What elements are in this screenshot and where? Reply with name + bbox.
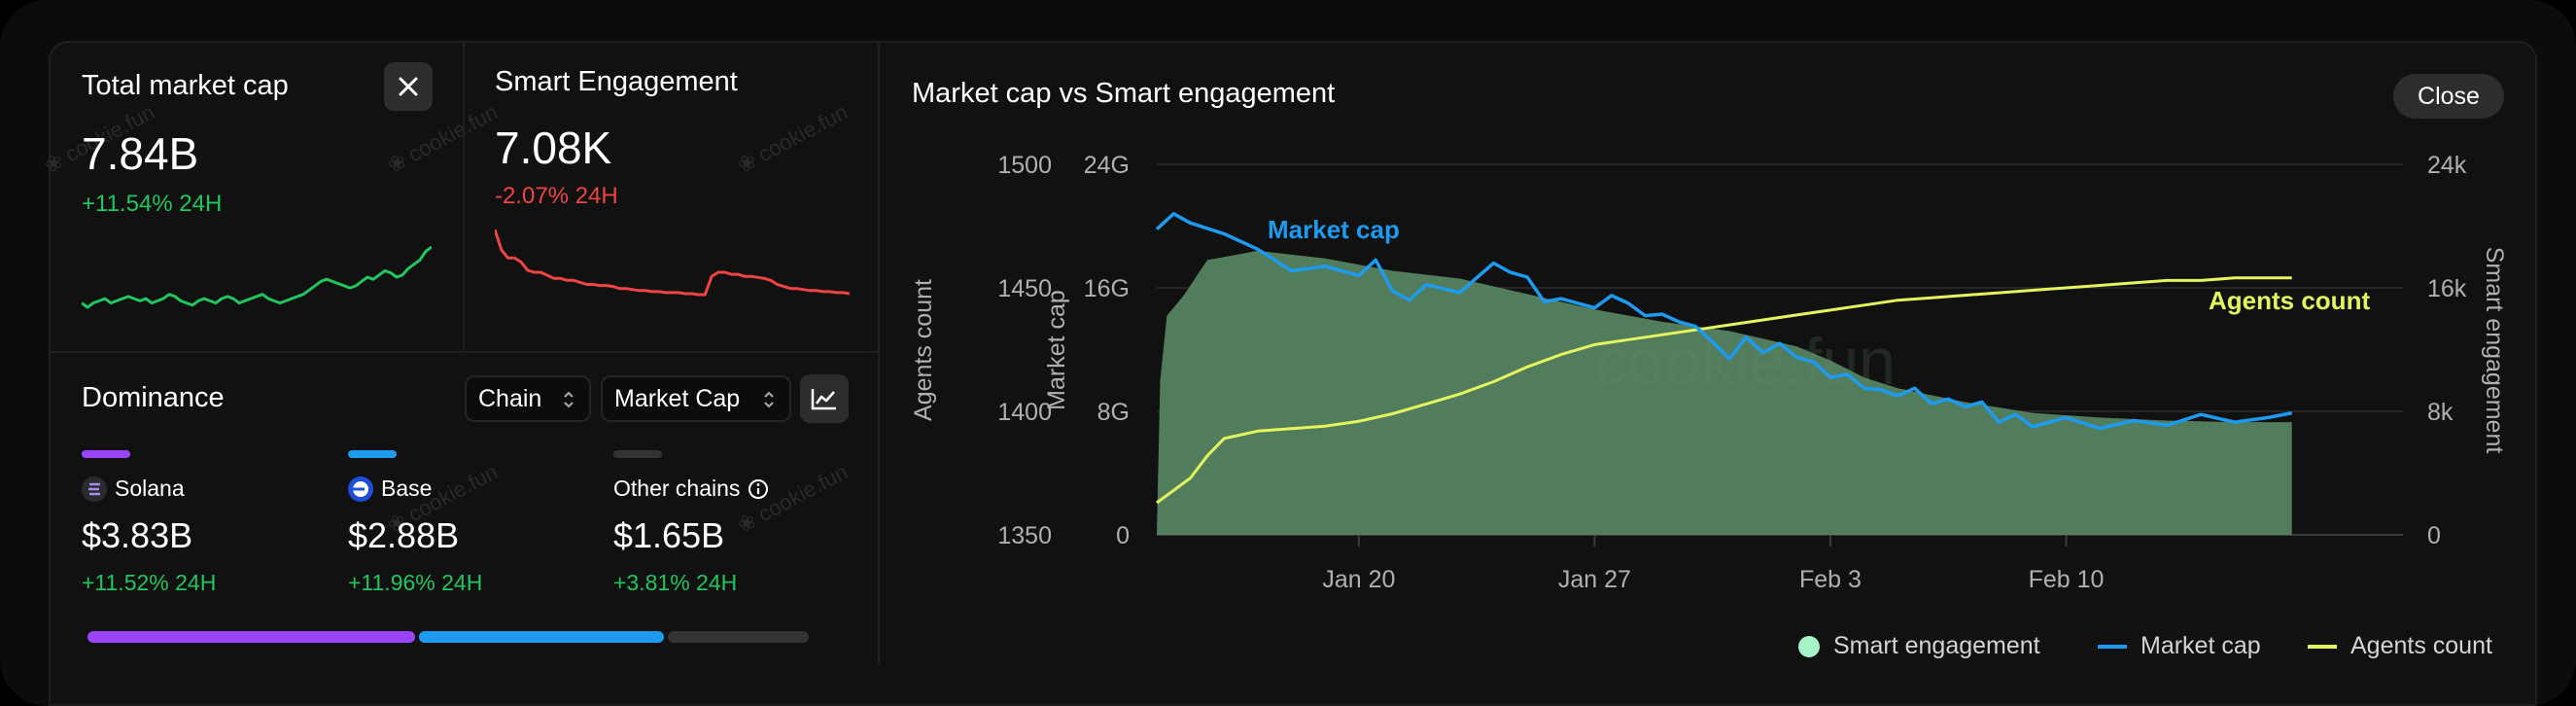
chain-other: Other chains (613, 476, 769, 502)
chevron-updown-icon (764, 391, 774, 408)
chain-color-bar (613, 450, 662, 458)
chevron-updown-icon (564, 391, 574, 408)
y-axis-title-engagement: Smart engagement (2481, 247, 2508, 454)
y-tick-engagement: 24k (2427, 152, 2467, 179)
chain-value: $2.88B (348, 515, 460, 555)
metric-select[interactable]: Market Cap (601, 375, 791, 422)
legend-line (2308, 644, 2337, 649)
chain-select[interactable]: Chain (465, 375, 591, 422)
chart-close-button[interactable]: Close (2393, 74, 2504, 119)
y-tick-engagement: 8k (2427, 399, 2454, 426)
chain-solana: Solana (82, 476, 185, 502)
legend-market-cap: Market cap (2098, 632, 2261, 660)
divider (51, 351, 879, 353)
legend-engagement: Smart engagement (1798, 632, 2040, 660)
y-tick-engagement: 0 (2427, 522, 2441, 549)
legend-agents: Agents count (2308, 632, 2492, 660)
chart-title: Market cap vs Smart engagement (912, 78, 1336, 109)
total-market-cap-value: 7.84B (82, 128, 199, 179)
y-tick-engagement: 16k (2427, 275, 2467, 302)
line-chart-icon (811, 389, 836, 410)
chain-name: Other chains (613, 476, 741, 501)
legend-line (2098, 644, 2127, 649)
solana-icon (82, 476, 107, 502)
x-tick-label: Jan 27 (1558, 566, 1631, 593)
legend-label: Market cap (2141, 632, 2261, 659)
y-tick-market-cap: 16G (1084, 275, 1130, 302)
chain-select-value: Chain (478, 384, 542, 412)
y-tick-agents: 1350 (997, 522, 1052, 549)
dominance-segment (418, 631, 664, 643)
chain-color-bar (348, 450, 397, 458)
market-cap-sparkline (82, 245, 432, 309)
chain-change: +11.96% 24H (348, 570, 483, 595)
y-tick-market-cap: 8G (1097, 399, 1130, 426)
chain-change: +3.81% 24H (613, 570, 738, 595)
smart-engagement-area (1157, 250, 2292, 535)
y-axis-title-market-cap: Market cap (1043, 290, 1070, 410)
x-tick-label: Feb 10 (2029, 566, 2105, 593)
y-tick-agents: 1400 (997, 399, 1052, 426)
dominance-segment (668, 631, 809, 643)
dominance-segment (87, 631, 415, 643)
close-button[interactable] (384, 62, 433, 111)
agents-count-line (1156, 276, 2292, 505)
chain-change: +11.52% 24H (82, 570, 217, 595)
annotation-market-cap: Market cap (1268, 215, 1400, 244)
legend-label: Smart engagement (1833, 632, 2040, 659)
chain-value: $1.65B (613, 515, 725, 555)
market-cap-line (1155, 212, 2293, 431)
info-icon[interactable] (748, 478, 769, 500)
chain-name: Base (381, 476, 433, 501)
chain-color-bar (82, 450, 130, 458)
y-tick-market-cap: 24G (1084, 152, 1130, 179)
dominance-title: Dominance (82, 382, 225, 413)
chart-view-toggle[interactable] (800, 374, 849, 423)
x-tick-label: Feb 3 (1799, 566, 1862, 593)
chain-name: Solana (115, 476, 185, 501)
smart-engagement-value: 7.08K (495, 123, 612, 173)
divider (463, 43, 465, 352)
annotation-agents-count: Agents count (2209, 286, 2370, 315)
y-tick-agents: 1500 (997, 152, 1052, 179)
chain-value: $3.83B (82, 515, 193, 555)
chain-base: Base (348, 476, 432, 502)
metric-select-value: Market Cap (614, 384, 741, 412)
total-market-cap-label: Total market cap (82, 70, 289, 101)
base-icon (348, 476, 373, 502)
y-tick-market-cap: 0 (1116, 522, 1130, 549)
x-tick-label: Jan 20 (1322, 566, 1395, 593)
divider (878, 43, 880, 665)
legend-dot (1798, 635, 1820, 657)
y-tick-agents: 1450 (997, 275, 1052, 302)
smart-engagement-label: Smart Engagement (495, 66, 738, 97)
smart-engagement-change: -2.07% 24H (495, 183, 618, 209)
market-cap-engagement-chart: cookie.fun150014501400135024G16G8G024k16… (910, 152, 2508, 593)
engagement-sparkline (495, 229, 850, 297)
close-icon (399, 77, 418, 96)
legend-label: Agents count (2350, 632, 2492, 659)
total-market-cap-change: +11.54% 24H (82, 191, 223, 217)
y-axis-title-agents: Agents count (910, 279, 937, 421)
